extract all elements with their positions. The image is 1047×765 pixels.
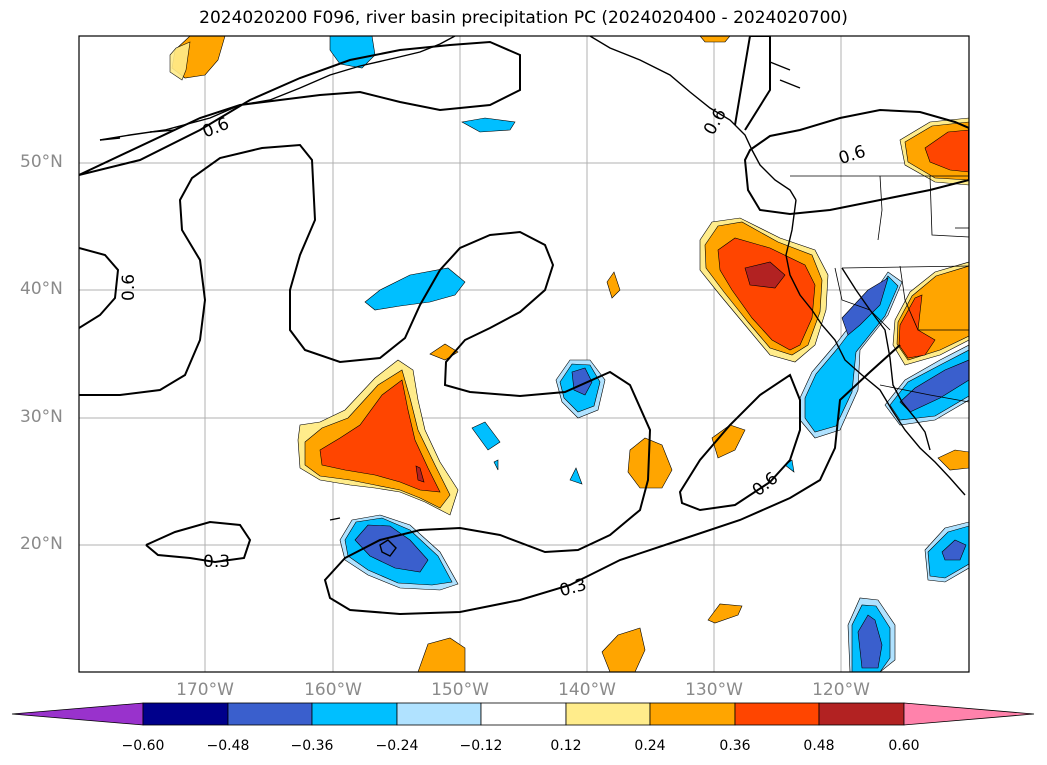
contour-label: 0.3 bbox=[203, 552, 230, 572]
lon-label-130w: 130°W bbox=[685, 680, 743, 700]
negative-shading bbox=[329, 36, 969, 672]
colorbar-tick: −0.36 bbox=[290, 738, 334, 754]
contour-label: 0.6 bbox=[700, 105, 731, 138]
colorbar-tick: −0.12 bbox=[459, 738, 503, 754]
colorbar-segment bbox=[734, 702, 820, 726]
lat-label-50: 50°N bbox=[20, 152, 63, 172]
colorbar-segment bbox=[227, 702, 313, 726]
colorbar-tick: −0.24 bbox=[375, 738, 419, 754]
colorbar-segment bbox=[142, 702, 229, 726]
coastlines bbox=[99, 36, 966, 557]
colorbar-segment bbox=[480, 702, 567, 726]
colorbar-segment bbox=[311, 702, 398, 726]
lat-label-20: 20°N bbox=[20, 534, 63, 554]
lat-label-40: 40°N bbox=[20, 279, 63, 299]
contour-labels: 0.6 0.6 0.6 0.6 0.6 0.3 0.3 bbox=[119, 105, 868, 601]
colorbar-segment bbox=[818, 702, 905, 726]
colorbar-segment bbox=[649, 702, 736, 726]
lat-label-30: 30°N bbox=[20, 407, 63, 427]
contour-lines bbox=[79, 36, 969, 616]
colorbar-segment bbox=[396, 702, 482, 726]
contour-label: 0.3 bbox=[557, 575, 588, 601]
colorbar-tick: 0.36 bbox=[719, 738, 751, 754]
colorbar-low-extend bbox=[11, 702, 144, 726]
colorbar bbox=[11, 702, 1035, 726]
colorbar-tick: 0.24 bbox=[634, 738, 666, 754]
boundaries bbox=[790, 175, 969, 403]
colorbar-tick: 0.60 bbox=[888, 738, 920, 754]
lon-label-170w: 170°W bbox=[176, 680, 234, 700]
positive-shading bbox=[169, 36, 969, 672]
lon-label-160w: 160°W bbox=[304, 680, 362, 700]
colorbar-segment bbox=[565, 702, 651, 726]
colorbar-high-extend bbox=[903, 702, 1035, 726]
plot-frame bbox=[78, 35, 970, 673]
lon-label-150w: 150°W bbox=[431, 680, 489, 700]
map-title: 2024020200 F096, river basin precipitati… bbox=[199, 8, 848, 28]
colorbar-tick: −0.60 bbox=[121, 738, 165, 754]
lon-label-120w: 120°W bbox=[812, 680, 870, 700]
colorbar-tick: −0.48 bbox=[206, 738, 250, 754]
colorbar-tick: 0.48 bbox=[803, 738, 835, 754]
contour-label: 0.6 bbox=[119, 274, 139, 301]
colorbar-tick: 0.12 bbox=[550, 738, 582, 754]
lon-label-140w: 140°W bbox=[558, 680, 616, 700]
